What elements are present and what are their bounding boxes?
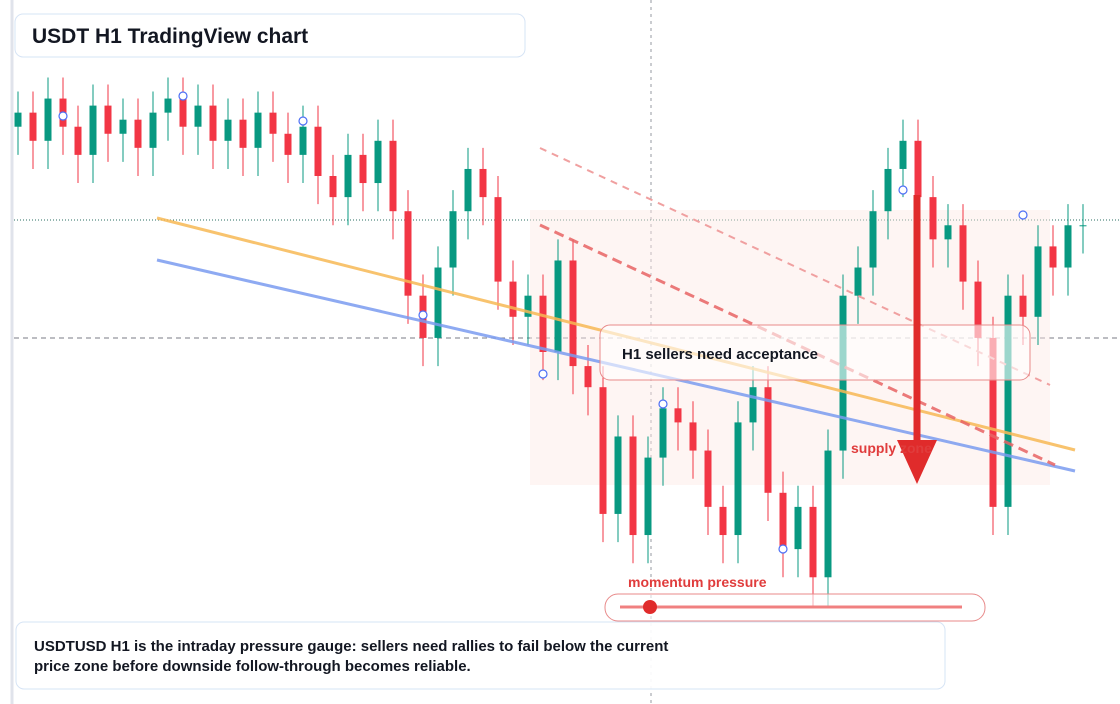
caption-box: USDTUSD H1 is the intraday pressure gaug…: [34, 638, 669, 675]
candle-body: [644, 457, 652, 536]
candle-body: [1079, 225, 1087, 227]
candle-body: [824, 450, 832, 578]
candle-body: [344, 154, 352, 198]
candle-body: [614, 436, 622, 514]
candle-body: [989, 337, 997, 507]
chart-title: USDT H1 TradingView chart: [32, 25, 308, 48]
candle-body: [164, 98, 172, 113]
candle-body: [1034, 246, 1042, 317]
candle-body: [689, 422, 697, 451]
candle-body: [404, 211, 412, 296]
candle-body: [224, 119, 232, 141]
candle-body: [44, 98, 52, 141]
candle-body: [854, 267, 862, 296]
candle-body: [779, 492, 787, 550]
candle-body: [749, 387, 757, 423]
candle-body: [539, 295, 547, 352]
candle-body: [794, 506, 802, 550]
candle-body: [629, 436, 637, 536]
candle-body: [269, 112, 277, 134]
candle-body: [764, 387, 772, 493]
candle-body: [464, 168, 472, 212]
annotation: momentum pressure: [628, 574, 767, 590]
candle-body: [134, 119, 142, 148]
candle-body: [944, 225, 952, 240]
candle-body: [179, 98, 187, 127]
candle-body: [389, 140, 397, 212]
candle-body: [584, 366, 592, 388]
candle-body: [1004, 295, 1012, 507]
candle-body: [239, 119, 247, 148]
candle-body: [974, 281, 982, 338]
candle-body: [809, 506, 817, 578]
candle-body: [449, 211, 457, 268]
candle-body: [149, 112, 157, 148]
candle-body: [359, 154, 367, 184]
candle-body: [719, 506, 727, 536]
candle-body: [74, 126, 82, 155]
caption: USDTUSD H1 is the intraday pressure gaug…: [34, 638, 669, 675]
candle-body: [554, 260, 562, 352]
candle-body: [704, 450, 712, 507]
candle-body: [89, 105, 97, 155]
candle-body: [569, 260, 577, 367]
candle-body: [869, 211, 877, 268]
candle-body: [374, 140, 382, 184]
candle-body: [254, 112, 262, 148]
annotation: H1 sellers need acceptance: [622, 346, 818, 363]
candle-body: [524, 295, 532, 317]
candle-body: [284, 133, 292, 155]
candle-body: [434, 267, 442, 338]
candle-body: [674, 408, 682, 423]
candle-body: [194, 105, 202, 127]
candle-body: [509, 281, 517, 317]
candle-body: [14, 112, 22, 127]
candle-body: [884, 168, 892, 212]
candle-body: [1049, 246, 1057, 268]
drawings: [14, 13, 1076, 690]
candle-body: [104, 105, 112, 134]
candle-body: [734, 422, 742, 536]
candle-body: [479, 168, 487, 198]
candle-body: [1064, 225, 1072, 268]
candle-body: [329, 176, 337, 198]
annotation: supply zone: [851, 440, 932, 456]
candle-body: [659, 408, 667, 458]
candle-body: [599, 387, 607, 514]
candle-body: [299, 126, 307, 155]
candle-body: [209, 105, 217, 141]
candle-body: [119, 119, 127, 134]
candle-body: [494, 197, 502, 282]
candle-body: [959, 225, 967, 282]
candle-body: [1019, 295, 1027, 317]
candle-body: [899, 140, 907, 169]
candle-body: [914, 140, 922, 198]
candle-body: [929, 197, 937, 240]
candle-body: [314, 126, 322, 176]
candle-body: [29, 112, 37, 141]
